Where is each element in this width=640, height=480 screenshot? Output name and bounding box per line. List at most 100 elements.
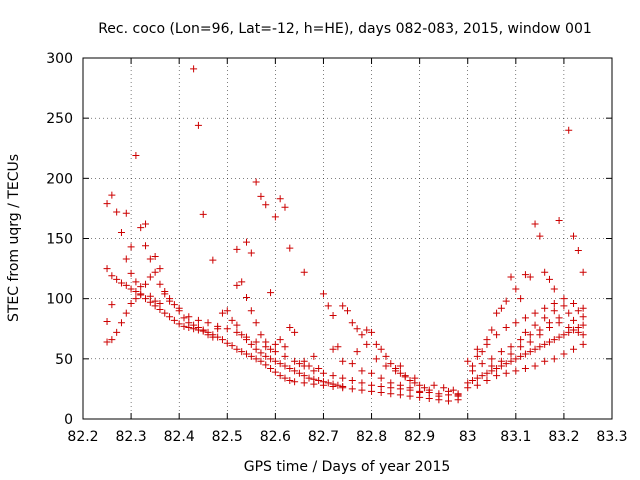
data-point (218, 309, 226, 317)
data-point (550, 355, 558, 363)
data-point (156, 305, 164, 313)
data-point (142, 295, 150, 303)
data-point (276, 372, 284, 380)
data-point (175, 304, 183, 312)
data-point (382, 352, 390, 360)
data-point (324, 302, 332, 310)
x-tick-label: 82.7 (308, 429, 339, 445)
data-point (368, 369, 376, 377)
data-point (377, 383, 385, 391)
data-point (570, 326, 578, 334)
data-point (146, 298, 154, 306)
data-point (493, 309, 501, 317)
data-point (507, 273, 515, 281)
data-point (329, 372, 337, 380)
data-point (344, 307, 351, 315)
data-point (161, 290, 169, 298)
data-point (170, 301, 178, 309)
data-point (300, 268, 308, 276)
data-point (329, 345, 337, 353)
data-point (473, 374, 481, 382)
data-point (449, 386, 457, 394)
x-tick-label: 82.2 (67, 429, 98, 445)
data-point (233, 345, 241, 353)
data-point (339, 302, 347, 310)
data-point (108, 272, 116, 280)
data-point (469, 376, 477, 384)
data-point (545, 338, 553, 346)
data-point (122, 281, 130, 289)
data-point (252, 178, 260, 186)
data-point (502, 297, 510, 305)
data-point (464, 384, 472, 392)
data-point (473, 345, 481, 353)
data-point (228, 316, 236, 324)
data-point (396, 381, 404, 389)
data-point (257, 357, 265, 365)
data-point (271, 348, 279, 356)
data-point (416, 381, 424, 389)
data-point (488, 355, 496, 363)
data-point (122, 255, 130, 263)
data-point (565, 309, 573, 317)
data-point (108, 336, 116, 344)
data-point (233, 245, 241, 253)
data-point (368, 387, 376, 395)
data-point (319, 369, 327, 377)
data-point (209, 333, 217, 341)
data-point (276, 195, 284, 203)
data-point (151, 268, 159, 276)
data-point (377, 389, 385, 397)
data-point (512, 355, 520, 363)
plot-frame (82, 57, 613, 420)
x-axis-label: GPS time / Days of year 2015 (244, 459, 451, 475)
data-point (271, 213, 279, 221)
data-point (247, 352, 255, 360)
data-point (435, 392, 443, 400)
data-point (521, 364, 529, 372)
data-point (103, 265, 111, 273)
data-point (469, 367, 477, 375)
data-point (281, 343, 289, 351)
data-point (521, 350, 529, 358)
data-point (497, 348, 505, 356)
data-point (531, 321, 539, 329)
data-point (262, 361, 270, 369)
grid-lines (83, 58, 612, 419)
data-point (252, 338, 260, 346)
data-point (531, 345, 539, 353)
data-point (416, 389, 424, 397)
data-point (560, 295, 568, 303)
y-tick-label: 0 (64, 412, 73, 428)
data-point (488, 326, 496, 334)
data-point (570, 345, 578, 353)
data-point (228, 342, 236, 350)
data-point (440, 384, 448, 392)
y-axis-label: STEC from uqrg / TECUs (6, 154, 22, 322)
data-point (483, 376, 491, 384)
data-point (142, 242, 150, 250)
data-point (180, 314, 188, 322)
data-point (190, 65, 198, 73)
data-point (517, 343, 525, 351)
data-point (363, 340, 371, 348)
data-point (252, 319, 260, 327)
data-point (541, 314, 549, 322)
data-point (358, 367, 366, 375)
data-point (372, 340, 380, 348)
data-point (310, 375, 318, 383)
data-point (127, 243, 135, 251)
data-point (401, 372, 409, 380)
x-tick-label: 83.3 (596, 429, 627, 445)
data-point (507, 350, 515, 358)
data-point (117, 279, 125, 287)
x-tick-label: 82.9 (404, 429, 435, 445)
data-point (122, 309, 130, 317)
data-point (300, 379, 308, 387)
data-point (257, 331, 265, 339)
data-point (142, 280, 150, 288)
data-point (161, 309, 169, 317)
data-point (579, 340, 587, 348)
chart-title: Rec. coco (Lon=96, Lat=-12, h=HE), days … (98, 21, 592, 37)
